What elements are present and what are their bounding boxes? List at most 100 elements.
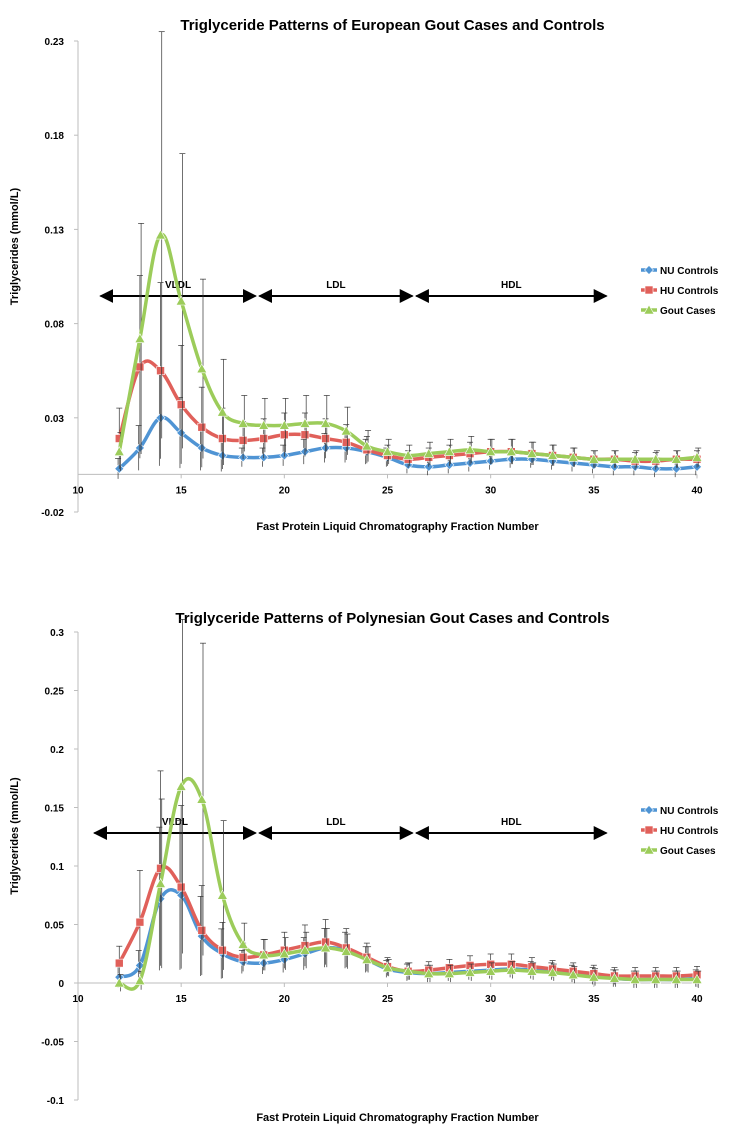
region-label: LDL <box>326 817 345 828</box>
legend-swatch-marker <box>644 825 654 835</box>
y-tick-label: 0.05 <box>45 921 65 932</box>
data-point <box>341 437 351 447</box>
data-point <box>135 362 145 372</box>
data-point <box>175 780 187 791</box>
series-line <box>118 776 697 991</box>
chart-title: Triglyceride Patterns of European Gout C… <box>180 17 604 34</box>
legend-entry: Gout Cases <box>660 846 716 857</box>
chart-title: Triglyceride Patterns of Polynesian Gout… <box>175 610 609 627</box>
chart-2: Triglyceride Patterns of Polynesian Gout… <box>9 610 719 1124</box>
data-point <box>155 229 167 240</box>
x-tick-label: 10 <box>72 485 84 496</box>
data-point <box>237 417 249 428</box>
legend-entry: NU Controls <box>660 806 719 817</box>
data-point <box>485 965 497 976</box>
data-point <box>588 971 600 982</box>
y-tick-label: 0.15 <box>45 804 65 815</box>
y-axis-label: Triglycerides (mmol/L) <box>9 777 21 895</box>
legend: NU Controls HU Controls Gout Cases <box>641 265 719 317</box>
data-point <box>443 446 455 457</box>
x-tick-label: 40 <box>691 485 703 496</box>
legend-swatch-marker <box>644 265 654 275</box>
legend-entry: NU Controls <box>660 266 719 277</box>
series-line <box>117 865 698 978</box>
y-axis-label: Triglycerides (mmol/L) <box>9 187 21 305</box>
legend: NU Controls HU Controls Gout Cases <box>641 805 719 857</box>
legend-entry: Gout Cases <box>660 306 716 317</box>
region-label: LDL <box>326 280 345 291</box>
data-point <box>505 964 517 975</box>
chart-1: Triglyceride Patterns of European Gout C… <box>9 17 719 533</box>
data-point <box>321 434 330 443</box>
data-point <box>361 953 373 964</box>
data-point <box>464 444 476 455</box>
data-point <box>588 453 600 464</box>
y-tick-label: 0.25 <box>45 687 65 698</box>
data-point <box>547 449 559 460</box>
y-tick-label: 0.18 <box>45 131 65 142</box>
data-point <box>423 461 434 472</box>
legend-swatch-marker <box>643 304 655 315</box>
data-point <box>197 926 207 935</box>
data-point <box>196 793 208 804</box>
data-point <box>464 966 476 977</box>
data-point <box>650 453 662 464</box>
y-tick-label: 0.3 <box>50 628 64 639</box>
y-tick-label: 0.13 <box>45 225 65 236</box>
legend-swatch-marker <box>644 805 654 815</box>
x-tick-label: 35 <box>588 994 600 1005</box>
data-point <box>608 453 620 464</box>
x-tick-label: 30 <box>485 994 497 1005</box>
data-point <box>134 975 146 985</box>
series-gout-cases <box>113 31 703 471</box>
data-point <box>423 968 435 978</box>
data-point <box>176 400 186 409</box>
data-point <box>175 295 187 306</box>
data-point <box>299 417 311 428</box>
legend-swatch-marker <box>644 285 654 295</box>
data-point <box>443 968 455 978</box>
data-point <box>361 440 373 451</box>
data-point <box>340 945 352 956</box>
data-point <box>691 451 703 462</box>
data-point <box>402 965 414 976</box>
x-axis-label: Fast Protein Liquid Chromatography Fract… <box>256 521 539 533</box>
data-point <box>237 938 249 949</box>
data-point <box>340 425 352 436</box>
region-label: HDL <box>501 280 522 291</box>
y-tick-label: -0.05 <box>41 1038 64 1049</box>
data-point <box>608 972 620 983</box>
x-tick-label: 15 <box>176 994 188 1005</box>
region-label: HDL <box>501 817 522 828</box>
data-point <box>670 973 682 984</box>
x-tick-label: 10 <box>72 994 84 1005</box>
data-point <box>216 889 228 900</box>
y-tick-label: -0.1 <box>47 1096 65 1107</box>
legend-swatch-marker <box>643 844 655 855</box>
data-point <box>278 948 290 959</box>
data-point <box>671 463 682 474</box>
data-point <box>485 446 497 457</box>
data-point <box>114 958 124 968</box>
x-tick-label: 40 <box>691 994 703 1005</box>
data-point <box>280 430 289 440</box>
data-point <box>197 422 207 432</box>
data-point <box>278 419 290 430</box>
data-point <box>691 973 703 984</box>
data-point <box>423 447 435 458</box>
data-point <box>320 417 332 428</box>
x-tick-label: 30 <box>485 485 497 496</box>
y-tick-label: 0.2 <box>50 745 64 756</box>
series-gout-cases <box>113 619 703 992</box>
data-point <box>155 877 167 888</box>
data-point <box>670 453 682 464</box>
data-point <box>300 430 310 440</box>
y-tick-label: 0.1 <box>50 862 64 873</box>
data-point <box>238 952 248 962</box>
data-point <box>567 451 579 462</box>
data-point <box>216 406 228 417</box>
data-point <box>381 446 394 457</box>
data-point <box>176 882 186 892</box>
data-point <box>320 942 332 953</box>
x-axis-label: Fast Protein Liquid Chromatography Fract… <box>256 1112 539 1124</box>
